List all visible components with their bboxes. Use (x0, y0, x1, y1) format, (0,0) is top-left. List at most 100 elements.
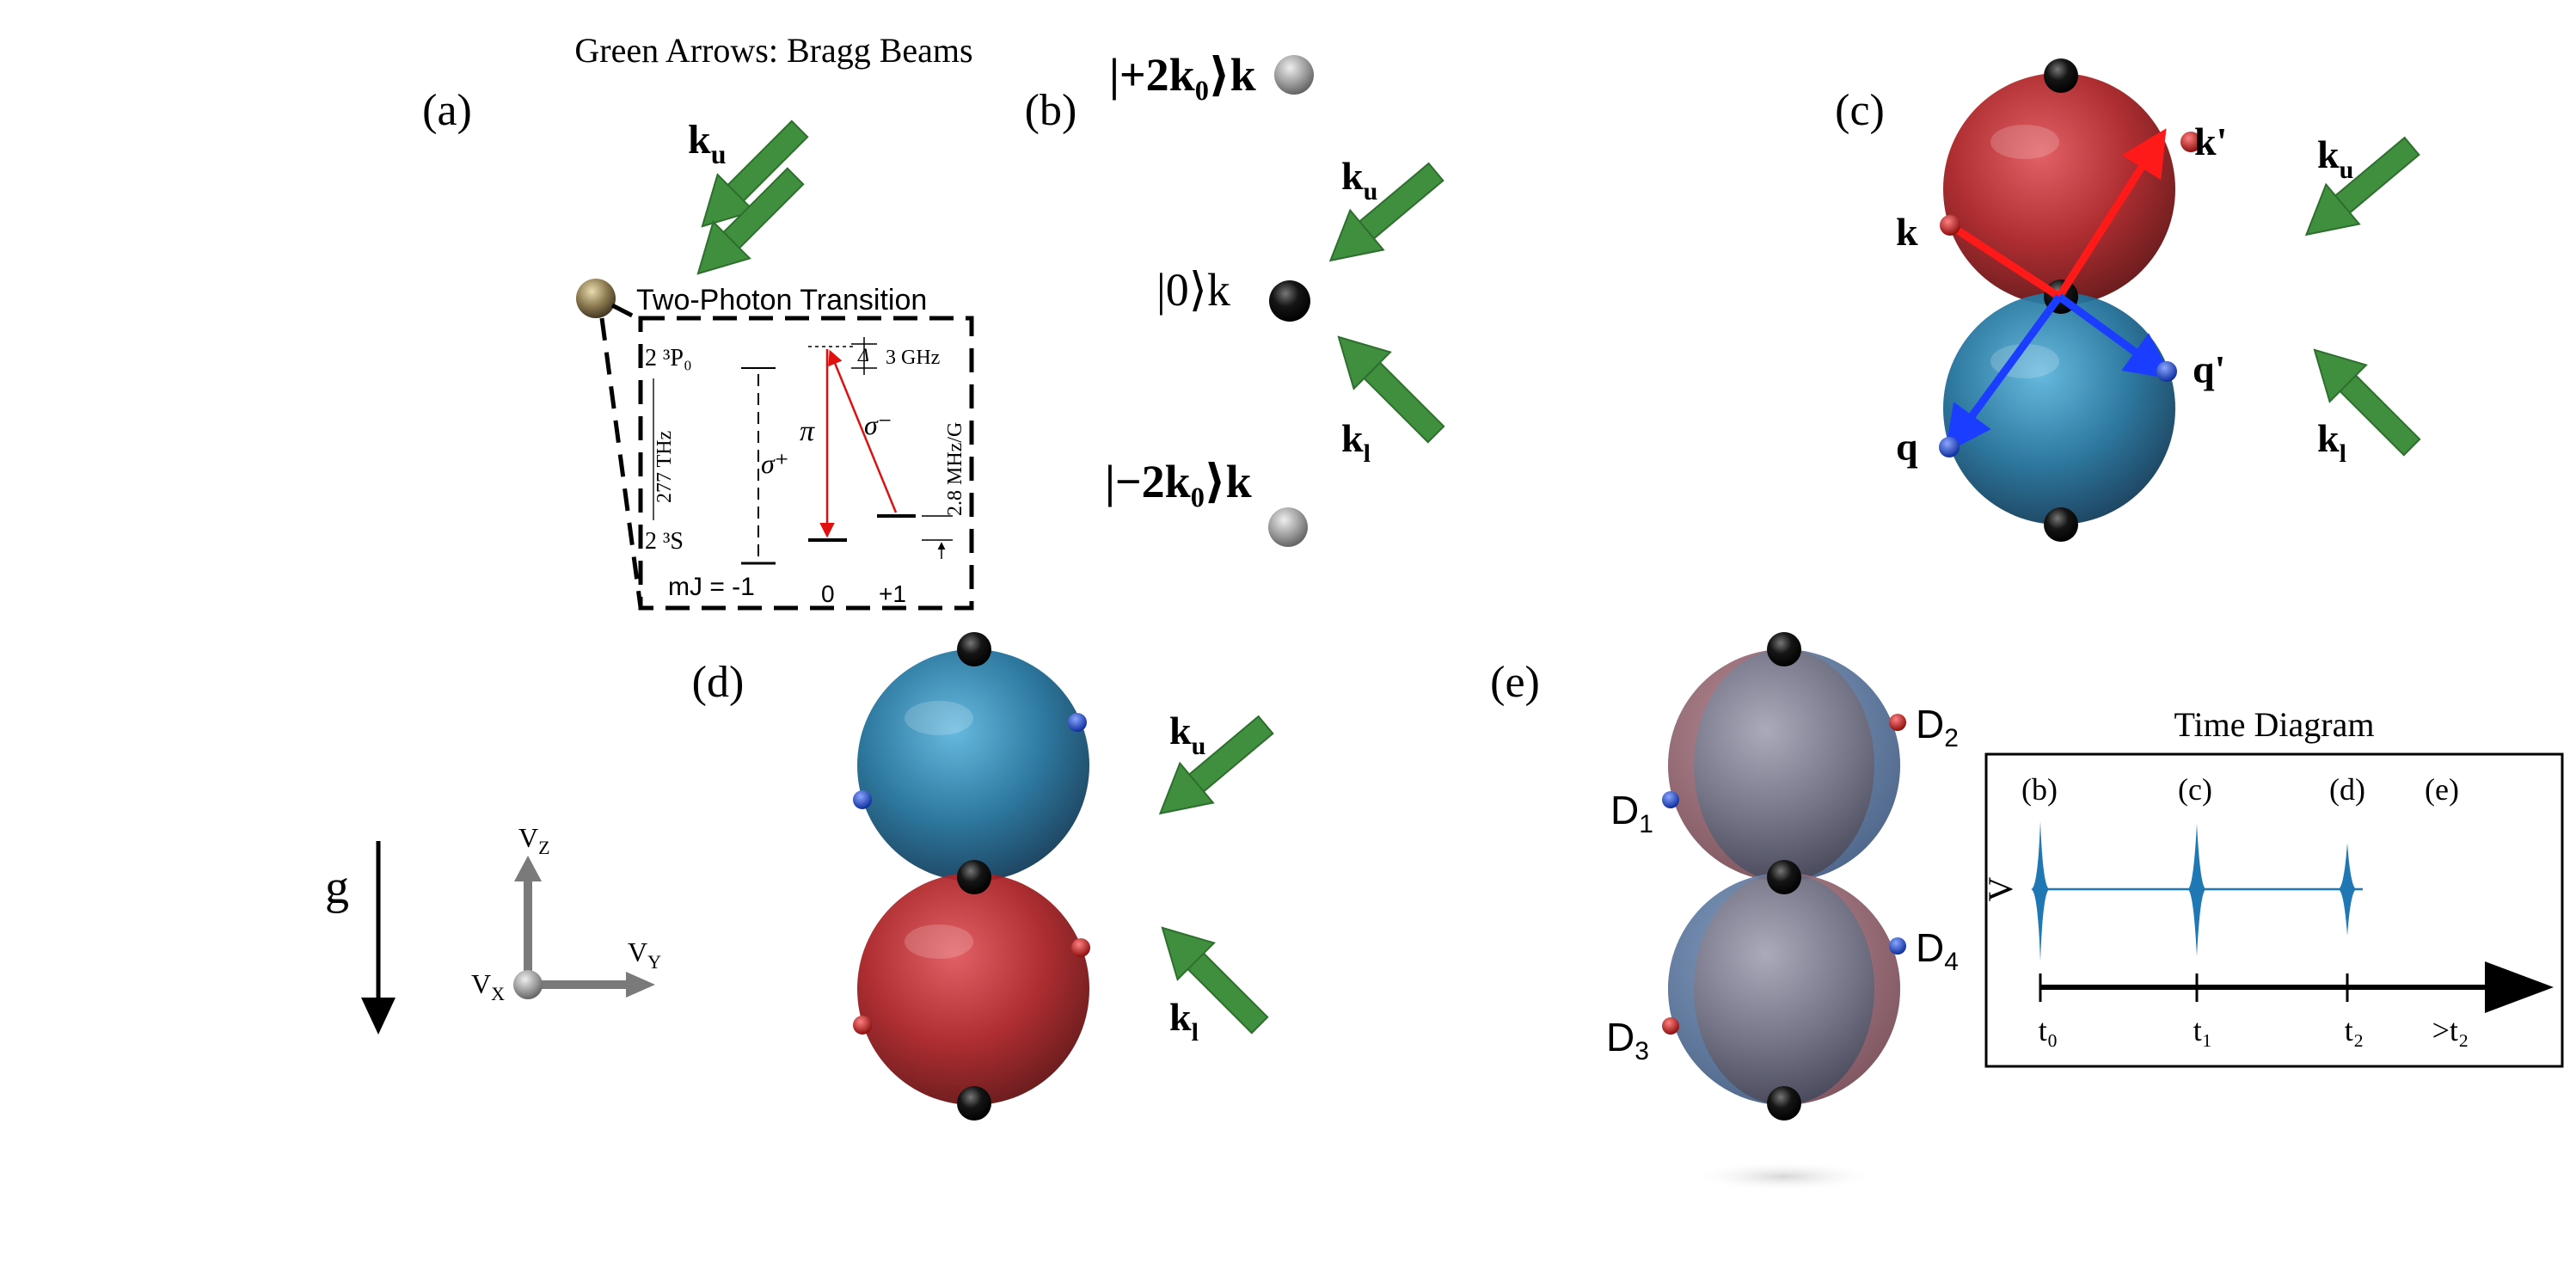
pi-label: π (800, 415, 815, 447)
red-sphere (857, 873, 1089, 1105)
time-diagram: Time Diagram (b) (c) (d) (e) V t₀ t₁ t₂ … (1981, 705, 2564, 1068)
sphere-tint-right (1784, 649, 1900, 881)
zeeman-label: 2.8 MHz/G (944, 422, 966, 516)
ku-sub: u (1364, 177, 1378, 206)
vy-arrowhead (626, 972, 655, 998)
detector-d4: D4 (1916, 925, 1959, 976)
voltage-label: V (1981, 876, 2020, 901)
sigma-minus-arrow (828, 349, 898, 513)
zoom-line (599, 317, 643, 608)
state-minus-2k0: |−2k₀⟩k (1105, 456, 1252, 507)
ku-sub: u (1192, 732, 1206, 760)
panel-d: (d) ku kl (692, 632, 1274, 1121)
d4-main: D (1916, 925, 1944, 970)
gray-sphere (1668, 873, 1900, 1105)
momentum-state-atom (1269, 280, 1310, 322)
bragg-beam-arrow (1161, 926, 1269, 1035)
state-zero: |0⟩k (1156, 264, 1230, 316)
panel-a: (a) ku Two-Photon Transition 2 ³P₀ 2 ³S … (422, 86, 974, 611)
scattered-atom (1071, 938, 1090, 957)
panel-e-label: (e) (1490, 658, 1540, 707)
tick-label-t1: t₁ (2193, 1013, 2213, 1047)
kl-main: k (1169, 995, 1192, 1039)
pole-atom (1767, 860, 1801, 894)
sphere-tint-left (1668, 873, 1784, 1105)
kl-sub: l (1192, 1018, 1199, 1047)
detected-atom (1889, 937, 1906, 955)
detected-atom (1662, 791, 1679, 808)
tick-label-t0: t₀ (2039, 1013, 2058, 1047)
frequency-label: 277 THz (653, 431, 676, 503)
atom (576, 279, 616, 318)
state-plus-2k0: |+2k₀⟩k (1109, 49, 1256, 101)
kl-sub: l (2340, 439, 2346, 468)
d1-main: D (1610, 788, 1639, 832)
pole-atom (2044, 58, 2078, 93)
vx-sub: X (491, 983, 505, 1004)
time-axis-arrowhead (2485, 961, 2554, 1013)
sphere-highlight (1990, 125, 2059, 159)
scattered-atom (853, 790, 872, 809)
vy-label: VY (628, 936, 661, 973)
ku-sub: u (2340, 156, 2354, 184)
phase-label-d: (d) (2329, 772, 2365, 807)
red-sphere (1943, 73, 2175, 305)
bragg-pulse-t0 (2031, 821, 2050, 961)
detector-d3: D3 (1606, 1015, 1649, 1065)
gray-sphere (1668, 649, 1900, 881)
bragg-beam-arrow (1328, 162, 1444, 262)
scattered-atom (1068, 713, 1087, 732)
blue-sphere (1943, 292, 2175, 525)
label-k: k (1896, 210, 1918, 254)
detuning-symbol: Δ (857, 344, 869, 365)
panel-a-label: (a) (422, 86, 472, 135)
label-kprime: k' (2194, 120, 2227, 163)
panel-b-label: (b) (1025, 86, 1077, 135)
panel-d-ku: ku (1169, 709, 1205, 760)
pole-atom (1767, 1086, 1801, 1121)
vz-arrowhead (514, 856, 542, 881)
detected-atom (1662, 1017, 1679, 1035)
scattered-atom (2180, 132, 2201, 152)
bragg-beam-arrow (701, 120, 809, 228)
detuning-freq: 3 GHz (886, 347, 940, 369)
sphere-tint-left (1668, 649, 1784, 881)
bragg-pulse-t2 (2338, 843, 2357, 936)
time-diagram-title: Time Diagram (2174, 705, 2375, 744)
d1-sub: 1 (1639, 810, 1653, 838)
vx-main: V (471, 968, 491, 999)
panel-c: (c) k k' q q' ku kl (1835, 58, 2421, 542)
sphere-tint-right (1784, 873, 1900, 1105)
scattered-atom (2156, 361, 2177, 382)
d2-sub: 2 (1944, 724, 1959, 752)
ku-main: k (1169, 709, 1192, 752)
vz-main: V (518, 822, 538, 853)
red-arrow-kprime (2056, 128, 2167, 299)
velocity-axes: VZ VY VX (471, 822, 661, 1004)
pole-atom (2044, 507, 2078, 542)
pole-atom (957, 632, 991, 666)
label-q: q (1896, 425, 1918, 469)
d3-main: D (1606, 1015, 1635, 1059)
panel-a-ku: ku (688, 117, 727, 169)
scattered-atom (1940, 215, 1960, 236)
sigma-minus: σ⁻ (864, 409, 892, 440)
upper-state: 2 ³P₀ (645, 345, 692, 372)
vz-label: VZ (518, 822, 550, 858)
panel-b: (b) |+2k₀⟩k |0⟩k |−2k₀⟩k ku kl (1025, 49, 1445, 547)
panel-e: (e) D2 D1 D4 D3 (1490, 632, 1959, 1192)
phase-label-e: (e) (2425, 772, 2459, 807)
detected-atom (1889, 714, 1906, 731)
vx-label: VX (471, 968, 505, 1004)
panel-c-kl: kl (2317, 416, 2346, 468)
pole-atom (957, 860, 991, 894)
bragg-legend: Green Arrows: Bragg Beams (574, 31, 972, 70)
red-arrow-k (1947, 222, 2062, 300)
d4-sub: 4 (1944, 948, 1959, 976)
blue-arrow-q (1945, 294, 2063, 453)
kl-main: k (2317, 416, 2340, 460)
momentum-state-atom (1268, 507, 1308, 547)
pole-atom (957, 1086, 991, 1121)
vz-sub: Z (538, 837, 549, 858)
